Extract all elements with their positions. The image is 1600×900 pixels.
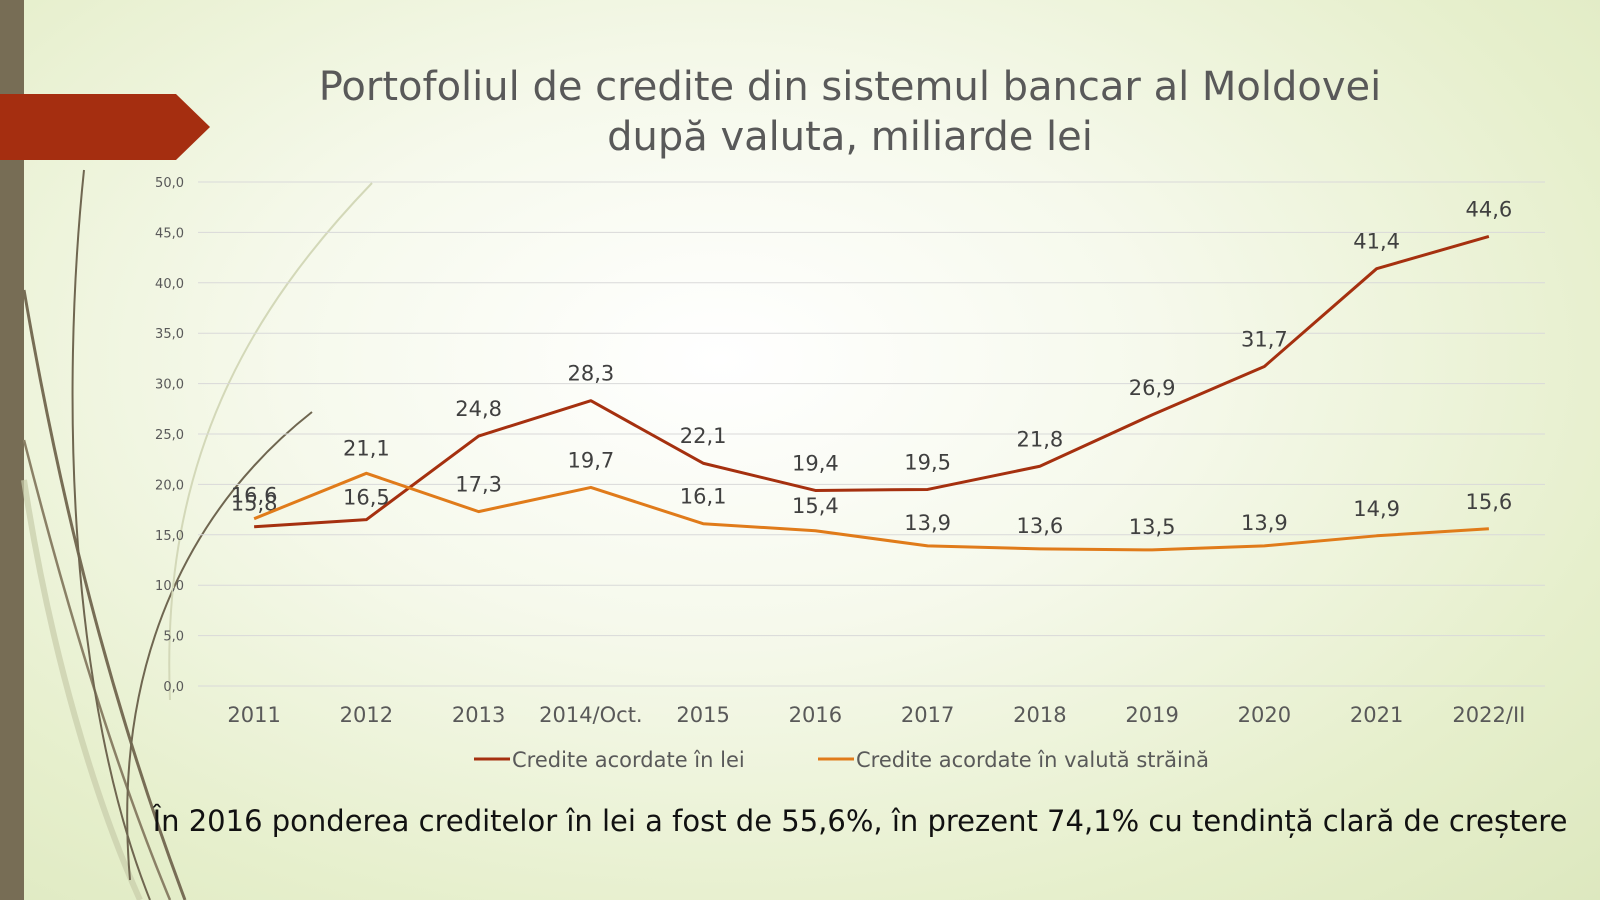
data-label: 19,7	[567, 448, 614, 472]
decorative-curves	[21, 169, 373, 900]
x-tick-label: 2019	[1125, 703, 1178, 727]
x-tick-label: 2020	[1238, 703, 1291, 727]
data-label: 13,9	[904, 511, 951, 535]
y-tick-label: 15,0	[155, 529, 184, 544]
y-tick-label: 5,0	[163, 630, 184, 645]
data-label: 16,1	[680, 485, 727, 509]
x-tick-label: 2018	[1013, 703, 1066, 727]
data-label: 21,8	[1016, 427, 1063, 451]
data-label: 13,6	[1016, 514, 1063, 538]
data-label: 24,8	[455, 397, 502, 421]
x-tick-label: 2017	[901, 703, 954, 727]
slide-title: Portofoliul de credite din sistemul banc…	[240, 62, 1460, 162]
x-tick-label: 2011	[227, 703, 280, 727]
data-label: 19,4	[792, 451, 839, 475]
x-tick-label: 2022/II	[1452, 703, 1525, 727]
x-tick-label: 2021	[1350, 703, 1403, 727]
data-label: 15,8	[231, 492, 278, 516]
y-tick-label: 30,0	[155, 378, 184, 393]
title-line-2: după valuta, miliarde lei	[607, 114, 1093, 160]
data-label: 13,9	[1241, 511, 1288, 535]
series-line-valuta	[253, 471, 1489, 552]
data-label: 17,3	[455, 473, 502, 497]
data-label: 28,3	[567, 362, 614, 386]
title-line-1: Portofoliul de credite din sistemul banc…	[318, 64, 1382, 110]
series-line-lei	[254, 234, 1490, 529]
y-tick-label: 45,0	[155, 226, 184, 241]
legend-label-lei: Credite acordate în lei	[512, 748, 745, 772]
x-tick-label: 2015	[676, 703, 729, 727]
data-label: 22,1	[680, 424, 727, 448]
data-label: 13,5	[1129, 515, 1176, 539]
data-label: 16,5	[343, 486, 390, 510]
data-label: 41,4	[1353, 230, 1400, 254]
x-tick-label: 2016	[789, 703, 842, 727]
data-label: 26,9	[1129, 376, 1176, 400]
data-label: 31,7	[1241, 327, 1288, 351]
x-tick-label: 2013	[452, 703, 505, 727]
footer-note: În 2016 ponderea creditelor în lei a fos…	[152, 804, 1568, 838]
data-label: 21,1	[343, 436, 390, 460]
y-tick-label: 35,0	[155, 327, 184, 342]
data-label: 15,4	[792, 494, 839, 518]
accent-arrow	[0, 94, 210, 160]
y-tick-label: 10,0	[155, 579, 184, 594]
y-tick-label: 0,0	[163, 680, 184, 695]
data-label: 19,5	[904, 450, 951, 474]
x-tick-label: 2012	[340, 703, 393, 727]
y-tick-label: 20,0	[155, 478, 184, 493]
y-tick-label: 40,0	[155, 277, 184, 292]
data-label: 16,6	[231, 484, 278, 508]
data-label: 14,9	[1353, 497, 1400, 521]
data-label: 44,6	[1465, 197, 1512, 221]
x-tick-label: 2014/Oct.	[539, 703, 643, 727]
y-tick-label: 50,0	[155, 176, 184, 191]
data-label: 15,6	[1465, 490, 1512, 514]
y-tick-label: 25,0	[155, 428, 184, 443]
legend-label-valuta: Credite acordate în valută străină	[856, 748, 1209, 772]
